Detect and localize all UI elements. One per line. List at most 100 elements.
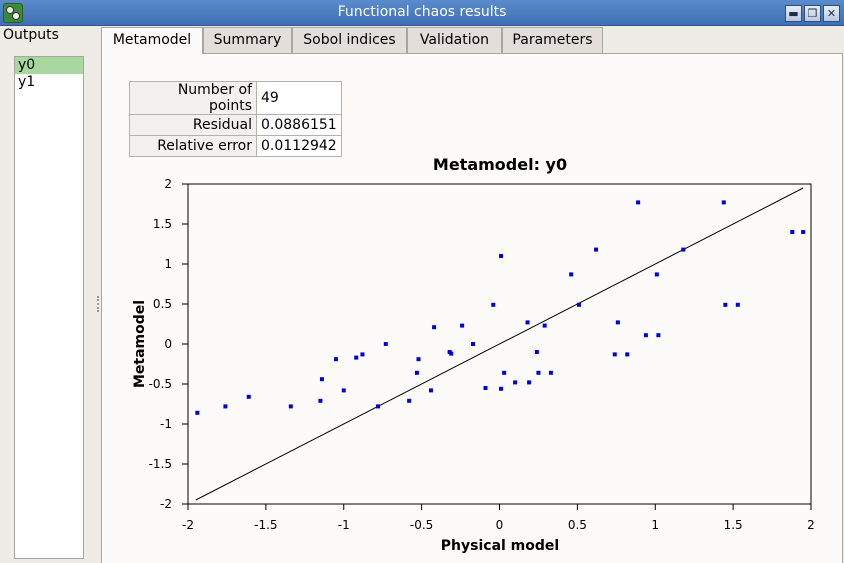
data-point — [416, 357, 421, 362]
data-point — [721, 200, 726, 205]
data-point — [341, 388, 346, 393]
data-point — [354, 355, 359, 360]
data-point — [643, 333, 648, 338]
data-point — [594, 247, 599, 252]
data-point — [499, 254, 504, 258]
x-axis: -2 -1.5 -1 -0.5 0 0.5 1 1.5 2 — [182, 504, 815, 532]
y-tick-label: 0.5 — [153, 297, 172, 311]
data-point — [471, 342, 476, 346]
data-point — [246, 394, 251, 399]
output-item-y0[interactable]: y0 — [15, 57, 83, 74]
table-row: Relative error 0.0112942 — [129, 135, 342, 157]
minimize-icon: ▬ — [788, 7, 799, 20]
stat-label: Number of points — [129, 81, 257, 115]
outputs-label: Outputs — [3, 27, 59, 43]
y-tick-label: 1.5 — [153, 217, 172, 231]
data-point — [499, 386, 504, 391]
x-tick-label: -1 — [338, 518, 350, 532]
y-tick-label: 0 — [164, 337, 172, 351]
data-point — [654, 272, 659, 277]
x-tick-label: -1.5 — [254, 518, 277, 532]
x-tick-label: -2 — [182, 518, 194, 532]
window-title: Functional chaos results — [337, 4, 507, 20]
app-icon — [3, 3, 23, 23]
data-point — [460, 323, 465, 328]
app-icon-dot — [6, 6, 14, 14]
tab-sobol-indices[interactable]: Sobol indices — [292, 27, 407, 53]
data-point — [656, 333, 661, 338]
table-row: Number of points 49 — [129, 81, 342, 115]
y-tick-label: -1.5 — [149, 457, 172, 471]
data-point — [536, 370, 541, 375]
data-point — [376, 404, 381, 409]
data-point — [513, 380, 518, 385]
stat-label: Relative error — [129, 135, 257, 157]
x-tick-label: -0.5 — [410, 518, 433, 532]
reference-line — [195, 187, 804, 501]
data-point — [414, 370, 419, 375]
y-tick-label: 1 — [164, 257, 172, 271]
data-point — [525, 320, 530, 325]
data-point — [491, 302, 496, 307]
data-point — [615, 320, 620, 325]
data-point — [534, 350, 539, 354]
data-point — [333, 357, 338, 362]
x-tick-label: 2 — [807, 518, 815, 532]
x-axis-label: Physical model — [441, 538, 559, 554]
maximize-icon: ❐ — [807, 7, 818, 20]
data-point — [681, 247, 686, 252]
data-point — [383, 342, 388, 346]
data-point — [195, 410, 200, 415]
stats-table: Number of points 49 Residual 0.0886151 R… — [129, 81, 342, 157]
data-point — [625, 352, 630, 357]
data-point — [223, 404, 228, 409]
splitter-handle[interactable] — [97, 296, 99, 312]
data-point — [569, 272, 574, 277]
data-point — [407, 398, 412, 403]
y-tick-label: -2 — [160, 497, 172, 511]
data-point — [319, 377, 324, 382]
x-tick-label: 0 — [496, 518, 504, 532]
data-point — [288, 404, 293, 409]
y-tick-label: -0.5 — [149, 377, 172, 391]
x-tick-label: 1.5 — [724, 518, 743, 532]
data-point — [723, 302, 728, 307]
data-point — [612, 352, 617, 357]
data-point — [801, 230, 806, 234]
tab-validation[interactable]: Validation — [407, 27, 502, 53]
data-point — [483, 386, 488, 390]
minimize-button[interactable]: ▬ — [785, 5, 802, 22]
y-tick-label: -1 — [160, 417, 172, 431]
title-bar: Functional chaos results ▬ ❐ ✕ — [0, 0, 844, 26]
data-point — [542, 323, 547, 328]
data-point — [318, 398, 323, 403]
output-item-y1[interactable]: y1 — [18, 74, 36, 90]
y-tick-label: 2 — [164, 177, 172, 191]
data-point — [576, 302, 581, 307]
x-tick-label: 0.5 — [568, 518, 587, 532]
close-icon: ✕ — [826, 7, 837, 20]
app-icon-dot — [12, 12, 20, 20]
stat-label: Residual — [129, 114, 257, 136]
tab-summary[interactable]: Summary — [203, 27, 292, 53]
data-point — [548, 370, 553, 375]
data-point — [428, 388, 433, 393]
data-point — [432, 325, 437, 330]
close-button[interactable]: ✕ — [823, 5, 840, 22]
data-point — [502, 370, 507, 375]
maximize-button[interactable]: ❐ — [804, 5, 821, 22]
tab-parameters[interactable]: Parameters — [502, 27, 603, 53]
tab-metamodel[interactable]: Metamodel — [101, 27, 203, 54]
data-point — [360, 352, 365, 357]
outputs-list[interactable]: y0 y1 — [14, 56, 84, 559]
data-point — [735, 302, 740, 307]
chart-title: Metamodel: y0 — [433, 155, 567, 174]
data-point — [636, 200, 641, 205]
data-point — [449, 351, 454, 356]
scatter-points — [195, 200, 806, 415]
data-point — [527, 380, 532, 385]
stat-value: 0.0112942 — [256, 135, 342, 157]
x-tick-label: 1 — [651, 518, 659, 532]
stat-value: 49 — [256, 81, 342, 115]
